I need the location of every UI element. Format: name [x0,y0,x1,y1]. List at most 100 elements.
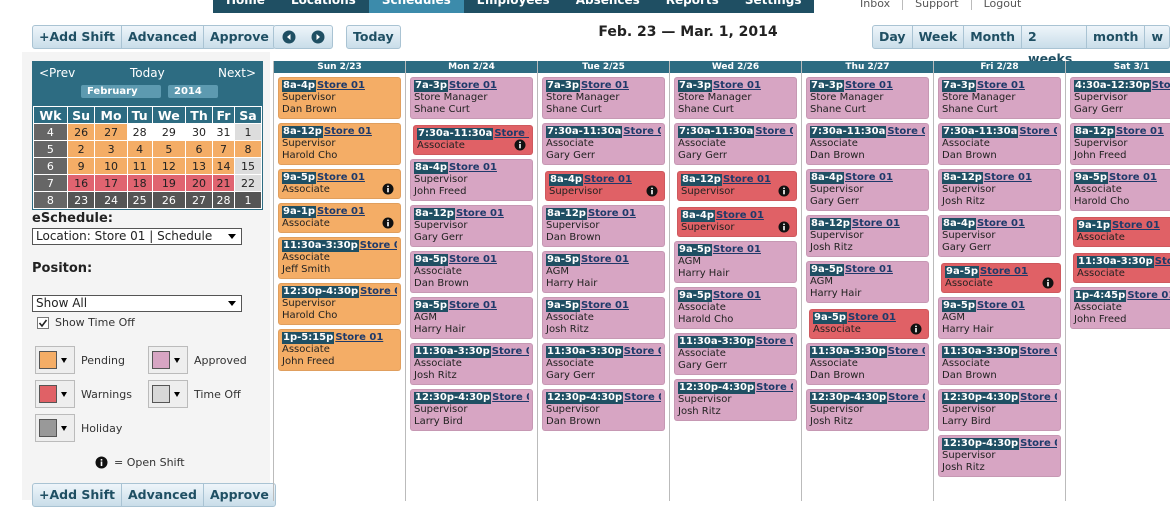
calendar-day[interactable]: 18 [126,174,153,192]
shift-card[interactable]: 7a-3p Store 01 Store Manager Shane Curt [674,77,797,119]
shift-store[interactable]: Store 01 [715,210,764,221]
legend-swatch[interactable] [35,380,75,408]
shift-store[interactable]: Store 01 [580,254,629,265]
view-button[interactable]: w [1151,29,1163,44]
calendar-day[interactable]: 8 [233,140,263,158]
shift-card[interactable]: 8a-12p Store 01 Supervisor Josh Ritz [806,215,929,257]
calendar-day[interactable]: 24 [94,191,128,209]
shift-store[interactable]: Store 01 [580,80,629,91]
shift-card[interactable]: 8a-4p Store 01 Supervisor [677,207,797,237]
shift-store[interactable]: Store 01 [1020,438,1057,449]
legend-item[interactable]: Time Off [148,380,241,408]
shift-store[interactable]: Store 01 [755,126,793,137]
shift-store[interactable]: Store 01 [448,80,497,91]
shift-store[interactable]: Store 01 [587,208,636,219]
prev-arrow[interactable] [282,30,296,44]
cal-today[interactable]: Today [130,66,165,80]
shift-store[interactable]: Store 01 [323,126,372,137]
shift-store[interactable]: Store 01 [316,206,365,217]
time-off-toggle[interactable]: Show Time Off [37,316,135,329]
calendar-day[interactable]: 26 [66,123,96,141]
shift-card[interactable]: 9a-5p Store 01 Associate Harold Cho [674,287,797,329]
shift-card[interactable]: 7a-3p Store 01 Store Manager Shane Curt [806,77,929,119]
shift-card[interactable]: 8a-12p Store 01 Supervisor John Freed [1070,123,1170,165]
calendar-day[interactable]: 26 [151,191,187,209]
shift-card[interactable]: 9a-5p Store 01 Associate [278,169,401,199]
legend-swatch[interactable] [148,380,188,408]
shift-store[interactable]: Store 01 [1019,346,1057,357]
shift-card[interactable]: 8a-4p Store 01 Supervisor Dan Brown [278,77,401,119]
month-select[interactable]: February [81,85,161,98]
shift-store[interactable]: Store 01 [756,382,793,393]
calendar-day[interactable]: 23 [66,191,96,209]
today[interactable]: Today [353,29,394,44]
shift-store[interactable]: Store 01 [360,286,397,297]
action-button[interactable]: +Add Shift [33,484,122,506]
shift-store[interactable]: Store 01 [492,392,529,403]
shift-card[interactable]: 8a-4p Store 01 Supervisor Gary Gerr [938,215,1061,257]
shift-store[interactable]: Store 01 [583,174,632,185]
legend-item[interactable]: Approved [148,346,247,374]
nav-link[interactable]: Inbox [860,0,891,10]
location-select[interactable]: Location: Store 01 | Schedule [32,228,242,245]
shift-card[interactable]: 9a-5p Store 01 Associate [809,309,929,339]
shift-card[interactable]: 8a-4p Store 01 Supervisor John Freed [410,159,533,201]
shift-card[interactable]: 7a-3p Store 01 Store Manager Shane Curt [410,77,533,119]
action-button[interactable]: Advanced [122,484,204,506]
calendar-day[interactable]: 10 [94,157,128,175]
calendar-day[interactable]: 15 [233,157,263,175]
shift-store[interactable]: Store 01 [1020,392,1057,403]
shift-store[interactable]: Store 01 [844,80,893,91]
checkbox[interactable] [37,316,49,329]
view-button[interactable]: Week [913,26,965,48]
shift-card[interactable]: 9a-5p Store 01 AGM Harry Hair [938,297,1061,339]
calendar-day[interactable]: 27 [185,191,213,209]
shift-card[interactable]: 8a-4p Store 01 Supervisor [545,171,665,201]
shift-store[interactable]: Store 01 [1151,80,1170,91]
shift-store[interactable]: Store 01 [494,128,529,139]
shift-card[interactable]: 9a-5p Store 01 Associate Dan Brown [410,251,533,293]
calendar-day[interactable]: 3 [94,140,128,158]
calendar-day[interactable]: 28 [126,123,153,141]
shift-card[interactable]: 9a-5p Store 01 AGM Harry Hair [542,251,665,293]
shift-store[interactable]: Store 01 [1111,220,1160,231]
legend-item[interactable]: Warnings [35,380,132,408]
nav-link[interactable]: Support [902,0,959,10]
shift-store[interactable]: Store 01 [976,218,1025,229]
shift-store[interactable]: Store 01 [887,126,925,137]
shift-store[interactable]: Store 01 [983,172,1032,183]
shift-store[interactable]: Store 01 [623,346,661,357]
shift-store[interactable]: Store 01 [976,300,1025,311]
calendar-day[interactable]: 11 [126,157,153,175]
shift-store[interactable]: Store 01 [712,80,761,91]
shift-store[interactable]: Store 01 [624,392,661,403]
shift-store[interactable]: Store 01 [755,336,793,347]
nav-tab[interactable]: Reports [665,0,719,7]
shift-card[interactable]: 9a-5p Store 01 AGM Harry Hair [674,241,797,283]
shift-store[interactable]: Store 01 [851,218,900,229]
calendar-day[interactable]: 9 [66,157,96,175]
shift-card[interactable]: 9a-5p Store 01 Associate [941,263,1061,293]
shift-store[interactable]: Store 01 [976,80,1025,91]
calendar-day[interactable]: 29 [151,123,187,141]
shift-store[interactable]: Store 01 [316,172,365,183]
calendar-day[interactable]: 30 [185,123,213,141]
calendar-day[interactable]: 27 [94,123,128,141]
calendar-day[interactable]: 19 [151,174,187,192]
nav-tab[interactable]: Employees [476,0,550,7]
shift-store[interactable]: Store 01 [359,240,397,251]
shift-store[interactable]: Store 01 [888,392,925,403]
action-button[interactable]: Approve [209,487,269,502]
shift-card[interactable]: 9a-5p Store 01 Associate Harold Cho [1070,169,1170,211]
